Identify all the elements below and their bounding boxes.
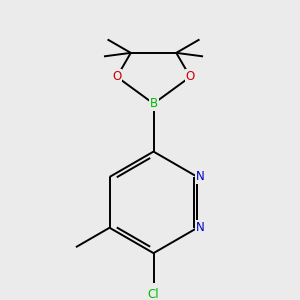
Text: Cl: Cl [148,287,159,300]
Text: N: N [196,170,205,184]
Text: B: B [149,97,158,110]
Text: N: N [196,221,205,234]
Text: O: O [112,70,122,83]
Text: O: O [186,70,195,83]
